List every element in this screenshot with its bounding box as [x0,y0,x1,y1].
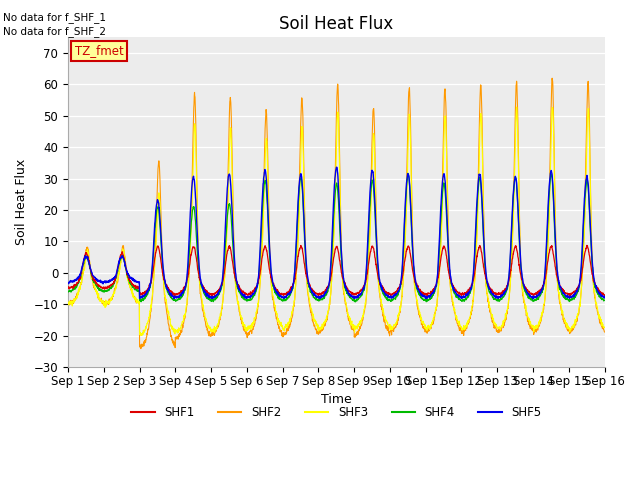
Text: No data for f_SHF_2: No data for f_SHF_2 [3,26,106,37]
Legend: SHF1, SHF2, SHF3, SHF4, SHF5: SHF1, SHF2, SHF3, SHF4, SHF5 [126,401,547,424]
Text: No data for f_SHF_1: No data for f_SHF_1 [3,12,106,23]
X-axis label: Time: Time [321,393,351,406]
Text: TZ_fmet: TZ_fmet [75,44,124,57]
Y-axis label: Soil Heat Flux: Soil Heat Flux [15,159,28,245]
Title: Soil Heat Flux: Soil Heat Flux [279,15,394,33]
